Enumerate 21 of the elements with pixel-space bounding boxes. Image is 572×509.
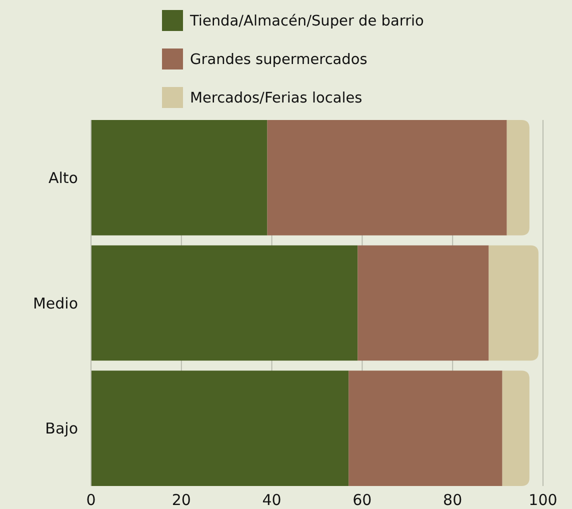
x-tick-label: 60 [352, 491, 372, 509]
x-tick-label: 80 [443, 491, 462, 509]
bar [348, 370, 502, 486]
bar [91, 245, 358, 361]
bar [91, 120, 268, 236]
x-tick-label: 40 [262, 491, 282, 509]
bar [358, 245, 489, 361]
bar [267, 120, 507, 236]
bar [506, 120, 530, 236]
bar [91, 370, 349, 486]
legend-label: Tienda/Almacén/Super de barrio [189, 14, 424, 30]
x-tick-label: 100 [528, 491, 558, 509]
bar [502, 370, 530, 486]
x-tick-label: 0 [86, 491, 96, 509]
y-tick-label: Alto [48, 168, 78, 187]
legend-label: Grandes supermercados [190, 52, 368, 68]
y-tick-label: Medio [32, 294, 78, 312]
legend-label: Mercados/Ferias locales [190, 90, 362, 107]
x-tick-label: 20 [172, 491, 191, 509]
bar [488, 245, 538, 361]
y-tick-label: Bajo [45, 420, 78, 438]
